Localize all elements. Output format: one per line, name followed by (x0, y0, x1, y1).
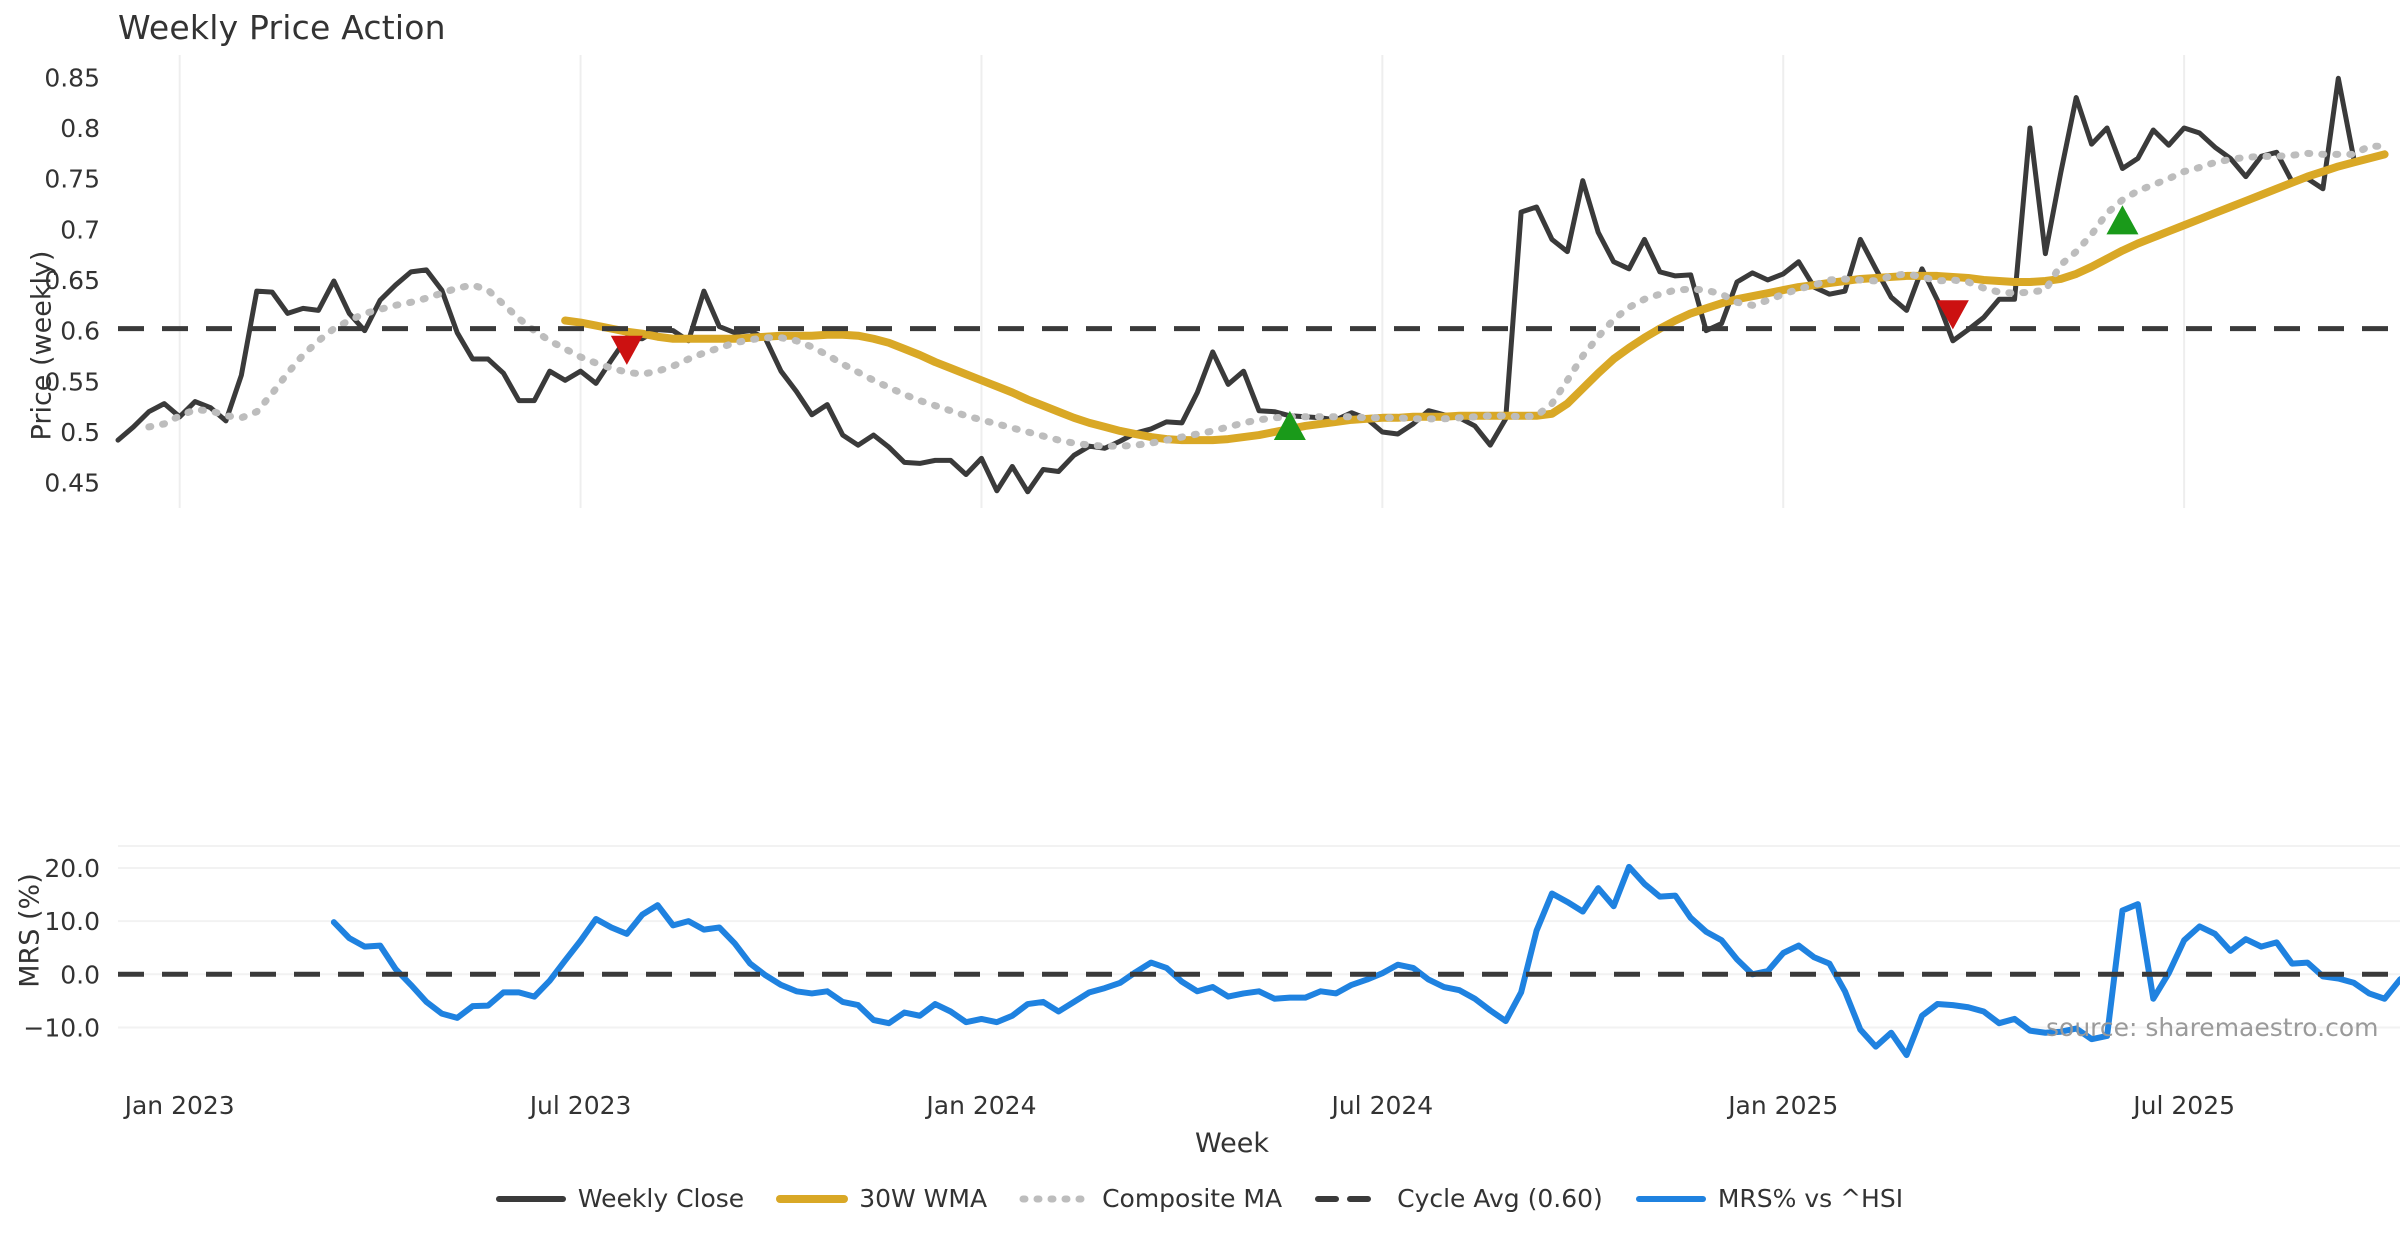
x-axis-label: Week (1195, 1128, 1269, 1159)
series-30w-wma (561, 150, 2389, 445)
y-tick-label: 0.55 (44, 367, 100, 396)
series-weekly-close (115, 75, 2357, 495)
y-tick-label: 0.5 (60, 418, 100, 447)
x-tick-label: Jul 2023 (528, 1091, 632, 1120)
series-composite-ma (145, 142, 2389, 450)
x-tick-label: Jan 2024 (924, 1091, 1036, 1120)
y-tick-label: 0.45 (44, 469, 100, 498)
mrs-panel: −10.0 0.0 10.0 20.0 Jan 2023 Jul 2023 Jan 2024… (23, 845, 2400, 1120)
legend-swatch-icon (1315, 1187, 1386, 1211)
legend-item-30w-wma[interactable]: 30W WMA (776, 1184, 988, 1213)
y-tick-label: 0.65 (44, 266, 100, 295)
x-tick-label: Jan 2025 (1726, 1091, 1838, 1120)
legend-label: MRS% vs ^HSI (1717, 1184, 1904, 1213)
chart-title: Weekly Price Action (118, 8, 446, 47)
y-tick-label: 0.6 (60, 317, 100, 346)
chart-legend: Weekly Close 30W WMA Composite MA Cycle Avg… (0, 1184, 2400, 1213)
legend-label: 30W WMA (859, 1184, 988, 1213)
legend-item-weekly-close[interactable]: Weekly Close (495, 1184, 745, 1213)
series-mrs-vs-hsi (330, 863, 2400, 1059)
buy-signal-marker (2106, 205, 2139, 235)
y-tick-label: 0.0 (60, 960, 100, 989)
legend-swatch-icon (1019, 1187, 1091, 1211)
x-tick-label: Jan 2023 (123, 1091, 235, 1120)
legend-item-mrs-vs-hsi[interactable]: MRS% vs ^HSI (1635, 1184, 1904, 1213)
source-watermark: source: sharemaestro.com (2046, 1013, 2379, 1042)
y-tick-label: 10.0 (44, 907, 100, 936)
legend-label: Weekly Close (577, 1184, 745, 1213)
x-tick-label: Jul 2025 (2131, 1091, 2235, 1120)
legend-item-composite-ma[interactable]: Composite MA (1019, 1184, 1283, 1213)
y-tick-label: −10.0 (23, 1013, 100, 1042)
sell-signal-marker (610, 335, 643, 365)
legend-label: Composite MA (1102, 1184, 1283, 1213)
legend-swatch-icon (1635, 1187, 1706, 1211)
legend-item-cycle-avg-0-60-[interactable]: Cycle Avg (0.60) (1315, 1184, 1603, 1213)
y-tick-label: 0.7 (60, 215, 100, 244)
y-tick-label: 0.8 (60, 114, 100, 143)
y-tick-label: 0.85 (44, 63, 100, 92)
x-tick-label: Jul 2024 (1329, 1091, 1433, 1120)
sell-signal-marker (1936, 300, 1969, 330)
buy-signal-marker (1273, 410, 1306, 441)
legend-swatch-icon (495, 1187, 566, 1211)
legend-label: Cycle Avg (0.60) (1397, 1184, 1603, 1213)
y-tick-label: 0.75 (44, 165, 100, 194)
y-tick-label: 20.0 (44, 854, 100, 883)
legend-swatch-icon (776, 1187, 849, 1211)
price-panel: 0.45 0.5 0.55 0.6 0.65 0.7 0.75 0.8 0.85 (44, 55, 2400, 508)
